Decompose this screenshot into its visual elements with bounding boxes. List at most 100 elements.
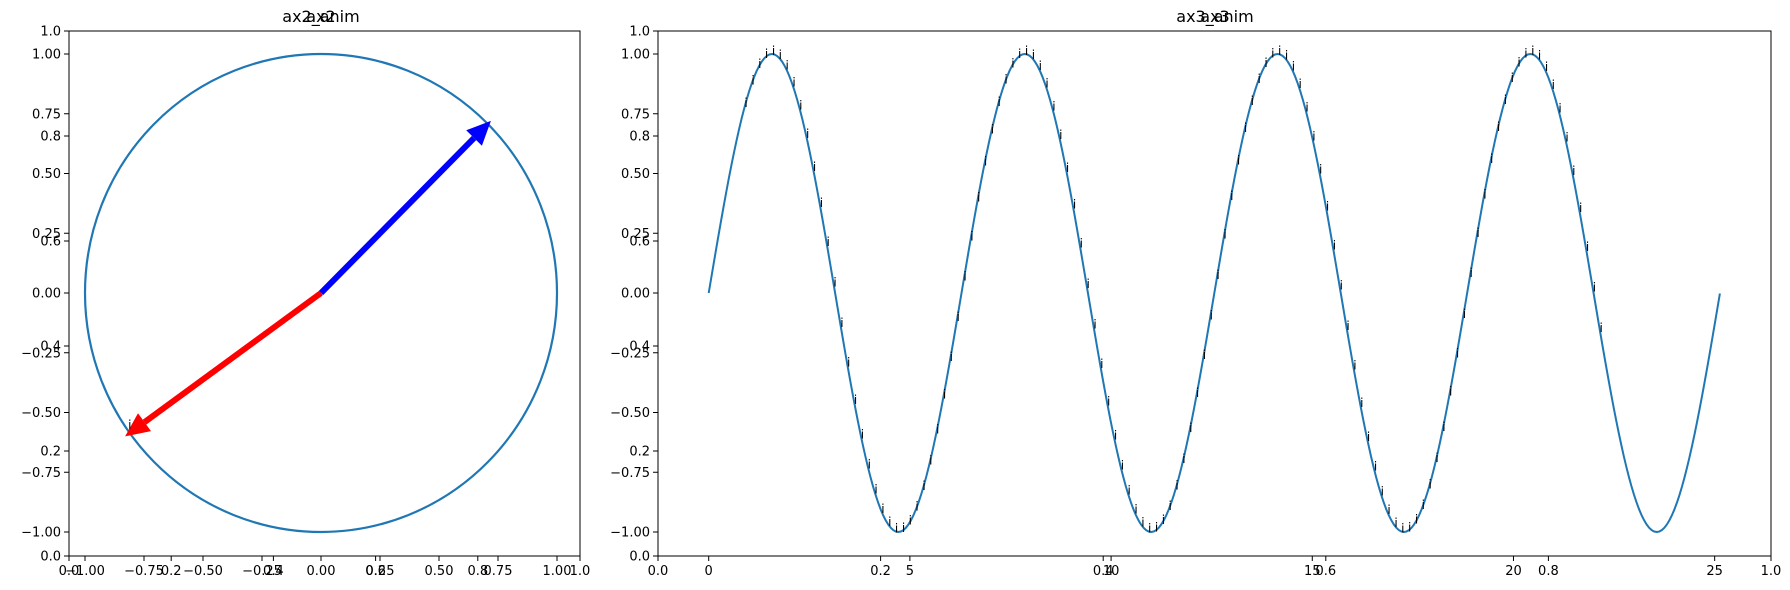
point-annotation: i [984, 155, 987, 169]
blue-arrow-head [466, 120, 491, 146]
point-annotation: i [1182, 452, 1185, 466]
point-annotation: i [1073, 198, 1076, 212]
point-annotation: i [1141, 515, 1144, 529]
inner-y-tick-label: 0.75 [32, 107, 61, 122]
point-annotation: i [1600, 321, 1603, 335]
outer-x-tick-label: 0.2 [161, 564, 182, 579]
point-annotation: i [1374, 460, 1377, 474]
inner-x-tick-label: −1.00 [65, 564, 105, 579]
red-arrow-head [125, 413, 151, 437]
point-annotation: i [1223, 228, 1226, 242]
point-annotation: i [1456, 347, 1459, 361]
point-annotation: i [1093, 318, 1096, 332]
point-annotation: i [922, 479, 925, 493]
point-annotation: i [909, 514, 912, 528]
point-annotation: i [957, 310, 960, 324]
point-annotation: i [1189, 421, 1192, 435]
point-annotation: i [1381, 484, 1384, 498]
point-annotation: i [1531, 44, 1534, 58]
inner-x-tick-label: −0.25 [242, 564, 282, 579]
point-annotation: i [1524, 46, 1527, 60]
outer-y-tick-label: 0.8 [629, 130, 650, 145]
point-annotation: i [950, 350, 953, 364]
point-annotation: i [1552, 78, 1555, 92]
inner-x-tick-label: 10 [1103, 564, 1120, 579]
outer-x-tick-label: 0.4 [263, 564, 284, 579]
outer-x-tick-label: 0.8 [467, 564, 488, 579]
outer-x-tick-label: 0.8 [1538, 564, 1559, 579]
outer-x-tick-label: 0.6 [1315, 564, 1336, 579]
point-annotation: i [1114, 429, 1117, 443]
point-annotation: i [1497, 120, 1500, 134]
point-annotation: i [1340, 279, 1343, 293]
point-annotation: i [970, 229, 973, 243]
inner-x-tick-label: 0.75 [484, 564, 513, 579]
outer-y-tick-label: 0.8 [40, 130, 61, 145]
left-inner-y-ticks: −1.00 −0.75 −0.50 −0.25 0.00 0.25 0.50 0.75 1.00 [21, 48, 69, 541]
point-annotation: i [1196, 386, 1199, 400]
point-annotation: i [1517, 55, 1520, 69]
point-annotation: i [854, 393, 857, 407]
left-inner-x-ticks: −1.00 −0.75 −0.50 −0.25 0.00 0.25 0.50 0.75 1.00 [65, 556, 571, 579]
left-outer-y-ticks: 0.0 0.2 0.4 0.6 0.8 1.0 [40, 25, 69, 565]
point-annotation: i [820, 196, 823, 210]
point-annotation: i [895, 521, 898, 535]
point-annotation: i [991, 122, 994, 136]
inner-y-tick-label: −1.00 [21, 526, 61, 541]
point-annotation: i [1299, 77, 1302, 91]
point-annotation: i [1476, 226, 1479, 240]
point-annotation: i [1107, 395, 1110, 409]
point-annotation: i [1565, 131, 1568, 145]
point-annotation: i [888, 515, 891, 529]
right-inner-x-ticks: 0 5 10 15 20 25 [705, 556, 1723, 579]
point-annotation: i [1148, 522, 1151, 536]
left-title-outer: ax2 [306, 7, 335, 26]
point-annotation: i [943, 388, 946, 402]
inner-y-tick-label: −1.00 [610, 526, 650, 541]
point-annotation: i [1470, 266, 1473, 280]
point-annotation: i [827, 235, 830, 249]
inner-y-tick-label: 0.25 [32, 227, 61, 242]
point-annotation: i [1039, 59, 1042, 73]
point-annotation: i [806, 127, 809, 141]
left-outer-x-ticks: 0.0 0.2 0.4 0.6 0.8 1.0 [59, 556, 591, 579]
point-annotation: i [786, 58, 789, 72]
point-annotation: i [1511, 71, 1514, 85]
point-annotation: i [1203, 348, 1206, 362]
point-annotation: i [1004, 73, 1007, 87]
point-annotation: i [1292, 60, 1295, 74]
point-annotation: i [1264, 56, 1267, 70]
point-annotation: i [1100, 357, 1103, 371]
point-annotation: i [1066, 161, 1069, 175]
point-annotation: i [1483, 188, 1486, 202]
point-annotation: i [840, 316, 843, 330]
inner-y-tick-label: 0.00 [621, 287, 650, 302]
point-annotation: i [868, 458, 871, 472]
point-annotation: i [1244, 121, 1247, 135]
left-plot-area: i [83, 52, 559, 534]
point-annotation: i [1319, 163, 1322, 177]
inner-y-tick-label: −0.50 [610, 406, 650, 421]
unit-circle-line [83, 52, 559, 534]
point-annotation: i [1360, 396, 1363, 410]
point-annotation: i [1545, 60, 1548, 74]
right-title-inner: ax3_anim [1176, 7, 1253, 27]
inner-y-tick-label: −0.75 [610, 466, 650, 481]
point-annotation: i [1134, 503, 1137, 517]
point-annotation: i [1326, 199, 1329, 213]
inner-x-tick-label: 25 [1706, 564, 1723, 579]
point-annotation: i [1442, 420, 1445, 434]
red-arrow-shaft [142, 290, 323, 425]
point-annotation: i [792, 76, 795, 90]
point-annotation: i [874, 483, 877, 497]
right-inner-y-ticks: −1.00 −0.75 −0.50 −0.25 0.00 0.25 0.50 0.75 1.00 [610, 48, 658, 541]
outer-x-tick-label: 1.0 [570, 564, 591, 579]
outer-y-tick-label: 1.0 [40, 25, 61, 40]
point-annotation: i [779, 48, 782, 62]
point-annotation: i [1162, 513, 1165, 527]
outer-y-tick-label: 0.0 [629, 550, 650, 565]
point-annotation: i [1251, 94, 1254, 108]
